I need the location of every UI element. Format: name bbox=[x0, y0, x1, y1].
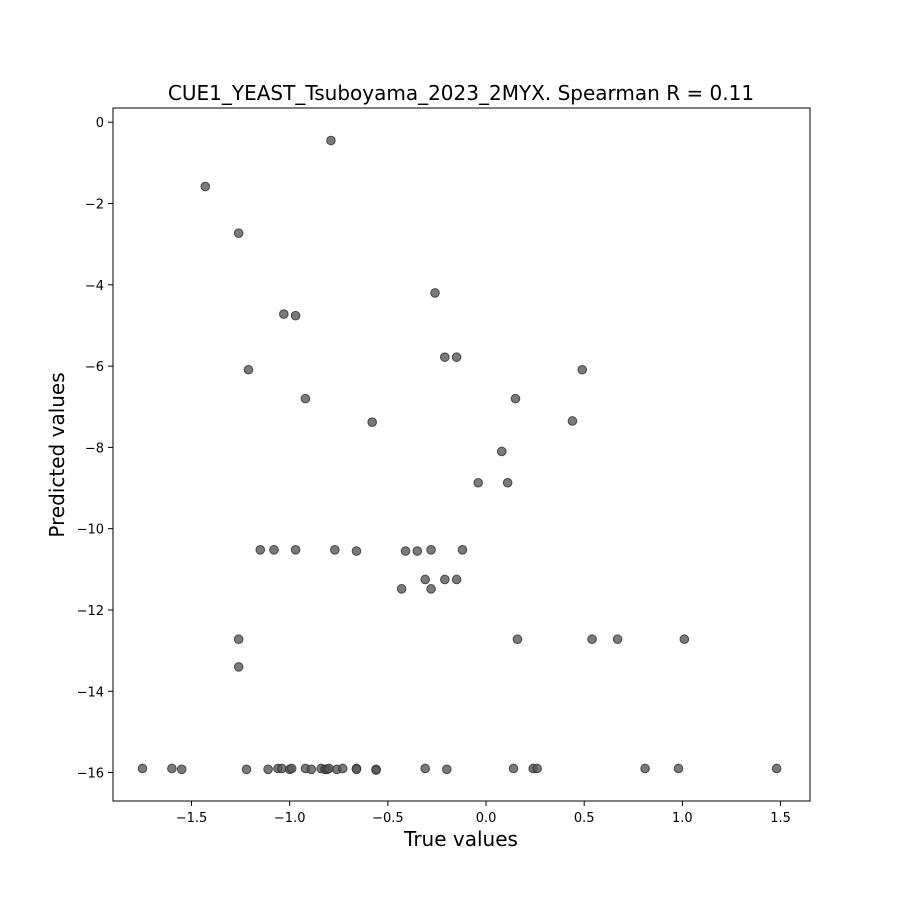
data-point-30 bbox=[426, 584, 436, 594]
y-tick-label: −4 bbox=[85, 279, 104, 294]
data-point-27 bbox=[440, 574, 450, 585]
x-tick-label: 0.5 bbox=[574, 811, 595, 826]
data-point-45 bbox=[286, 763, 297, 774]
data-point-33 bbox=[587, 634, 597, 645]
data-point-20 bbox=[330, 545, 340, 555]
data-point-23 bbox=[412, 546, 423, 556]
data-point-16 bbox=[502, 477, 513, 488]
data-point-19 bbox=[290, 545, 301, 555]
y-tick-label: −2 bbox=[85, 198, 104, 213]
data-point-39 bbox=[176, 764, 187, 775]
data-point-38 bbox=[167, 763, 177, 774]
x-tick-label: 1.0 bbox=[672, 811, 693, 826]
data-point-5 bbox=[430, 288, 440, 298]
y-tick-label: −12 bbox=[77, 604, 104, 619]
data-point-34 bbox=[612, 634, 623, 645]
data-point-35 bbox=[679, 634, 690, 645]
y-tick-label: −8 bbox=[85, 441, 104, 456]
x-tick-label: 0.0 bbox=[476, 811, 497, 826]
data-point-24 bbox=[426, 545, 436, 555]
x-axis: −1.5 −1.0 −0.5 0.0 0.5 1.0 1.5 bbox=[176, 801, 791, 826]
data-point-21 bbox=[351, 546, 362, 556]
data-point-59 bbox=[441, 764, 452, 775]
data-point-22 bbox=[400, 546, 411, 556]
y-tick-label: −6 bbox=[85, 360, 104, 375]
plot-frame bbox=[112, 107, 811, 802]
data-point-36 bbox=[233, 662, 244, 672]
data-point-18 bbox=[269, 545, 279, 555]
data-point-0 bbox=[326, 135, 336, 146]
data-point-37 bbox=[137, 763, 148, 774]
data-point-15 bbox=[473, 477, 483, 488]
data-point-4 bbox=[290, 310, 301, 321]
x-tick-label: −1.0 bbox=[274, 811, 306, 826]
data-point-25 bbox=[457, 545, 468, 555]
data-point-3 bbox=[279, 309, 289, 319]
data-point-51 bbox=[324, 763, 334, 774]
data-point-26 bbox=[420, 574, 430, 585]
data-point-13 bbox=[567, 416, 578, 426]
data-point-28 bbox=[451, 574, 462, 585]
data-point-7 bbox=[300, 393, 311, 404]
x-tick-label: 1.5 bbox=[770, 811, 791, 826]
data-point-10 bbox=[577, 364, 588, 375]
data-point-29 bbox=[396, 584, 407, 594]
points-layer bbox=[137, 135, 782, 775]
data-point-53 bbox=[337, 763, 348, 774]
data-point-9 bbox=[451, 352, 462, 362]
data-point-62 bbox=[532, 763, 542, 774]
data-point-64 bbox=[673, 763, 684, 774]
data-point-1 bbox=[200, 181, 211, 192]
y-tick-label: 0 bbox=[96, 116, 104, 131]
data-point-12 bbox=[367, 417, 377, 427]
x-axis-title: True values bbox=[403, 827, 518, 851]
y-axis-title: Predicted values bbox=[45, 372, 69, 537]
data-point-60 bbox=[508, 763, 519, 774]
data-point-31 bbox=[233, 634, 244, 645]
y-tick-label: −10 bbox=[77, 523, 104, 538]
data-point-63 bbox=[640, 763, 650, 774]
data-point-32 bbox=[512, 634, 523, 645]
chart-title: CUE1_YEAST_Tsuboyama_2023_2MYX. Spearman… bbox=[168, 81, 754, 105]
data-point-8 bbox=[440, 352, 450, 362]
y-tick-label: −16 bbox=[77, 767, 104, 782]
data-point-40 bbox=[241, 764, 252, 775]
data-point-55 bbox=[351, 764, 362, 775]
data-point-58 bbox=[420, 763, 430, 774]
data-point-43 bbox=[277, 763, 287, 774]
data-point-41 bbox=[263, 764, 273, 775]
data-point-65 bbox=[771, 763, 782, 774]
data-point-14 bbox=[496, 446, 507, 457]
data-point-6 bbox=[243, 364, 254, 375]
x-tick-label: −0.5 bbox=[372, 811, 404, 826]
x-tick-label: −1.5 bbox=[176, 811, 208, 826]
data-point-11 bbox=[510, 393, 521, 404]
data-point-47 bbox=[306, 764, 317, 775]
y-axis: 0 −2 −4 −6 −8 −10 −12 −14 −16 bbox=[77, 116, 113, 782]
data-point-57 bbox=[371, 765, 381, 775]
y-tick-label: −14 bbox=[77, 685, 104, 700]
data-point-17 bbox=[255, 545, 266, 555]
data-point-2 bbox=[233, 228, 244, 238]
